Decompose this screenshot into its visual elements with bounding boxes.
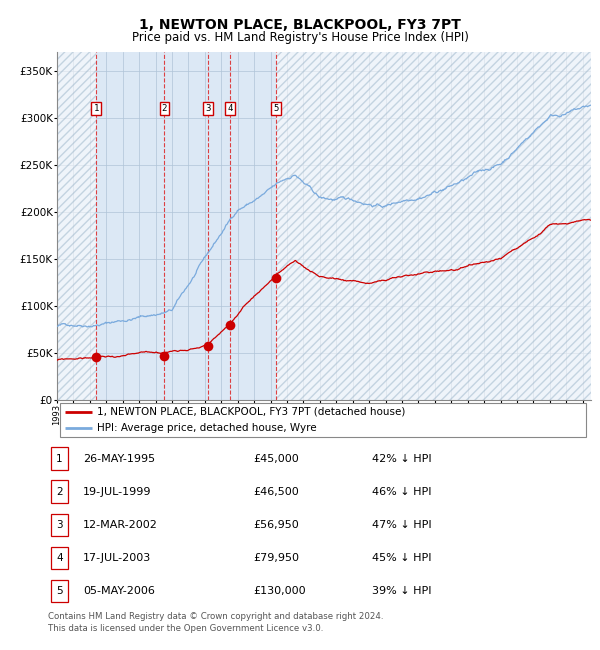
Text: 19-JUL-1999: 19-JUL-1999	[83, 487, 152, 497]
Text: £130,000: £130,000	[253, 586, 306, 596]
Bar	[57, 52, 96, 400]
Bar	[276, 52, 591, 400]
Text: 17-JUL-2003: 17-JUL-2003	[83, 553, 151, 563]
Text: 05-MAY-2006: 05-MAY-2006	[83, 586, 155, 596]
Text: 39% ↓ HPI: 39% ↓ HPI	[372, 586, 431, 596]
Text: 1: 1	[94, 104, 99, 113]
Text: 4: 4	[56, 553, 62, 563]
Text: 42% ↓ HPI: 42% ↓ HPI	[372, 454, 431, 463]
Text: 12-MAR-2002: 12-MAR-2002	[83, 520, 158, 530]
FancyBboxPatch shape	[50, 547, 68, 569]
Text: £46,500: £46,500	[253, 487, 299, 497]
Text: 2: 2	[162, 104, 167, 113]
Text: £79,950: £79,950	[253, 553, 299, 563]
Text: 46% ↓ HPI: 46% ↓ HPI	[372, 487, 431, 497]
FancyBboxPatch shape	[50, 580, 68, 603]
FancyBboxPatch shape	[50, 514, 68, 536]
FancyBboxPatch shape	[50, 480, 68, 503]
Text: 1: 1	[56, 454, 62, 463]
Text: Contains HM Land Registry data © Crown copyright and database right 2024.
This d: Contains HM Land Registry data © Crown c…	[48, 612, 383, 633]
Text: 5: 5	[274, 104, 279, 113]
Text: 45% ↓ HPI: 45% ↓ HPI	[372, 553, 431, 563]
Text: 26-MAY-1995: 26-MAY-1995	[83, 454, 155, 463]
Text: £56,950: £56,950	[253, 520, 299, 530]
Text: 1, NEWTON PLACE, BLACKPOOL, FY3 7PT: 1, NEWTON PLACE, BLACKPOOL, FY3 7PT	[139, 18, 461, 32]
Text: 47% ↓ HPI: 47% ↓ HPI	[372, 520, 431, 530]
Text: 2: 2	[56, 487, 62, 497]
Text: HPI: Average price, detached house, Wyre: HPI: Average price, detached house, Wyre	[97, 423, 317, 433]
Text: 4: 4	[227, 104, 233, 113]
Text: Price paid vs. HM Land Registry's House Price Index (HPI): Price paid vs. HM Land Registry's House …	[131, 31, 469, 44]
FancyBboxPatch shape	[59, 402, 586, 437]
FancyBboxPatch shape	[50, 447, 68, 470]
Text: 5: 5	[56, 586, 62, 596]
Text: £45,000: £45,000	[253, 454, 299, 463]
Text: 3: 3	[56, 520, 62, 530]
Text: 1, NEWTON PLACE, BLACKPOOL, FY3 7PT (detached house): 1, NEWTON PLACE, BLACKPOOL, FY3 7PT (det…	[97, 407, 406, 417]
Text: 3: 3	[205, 104, 211, 113]
